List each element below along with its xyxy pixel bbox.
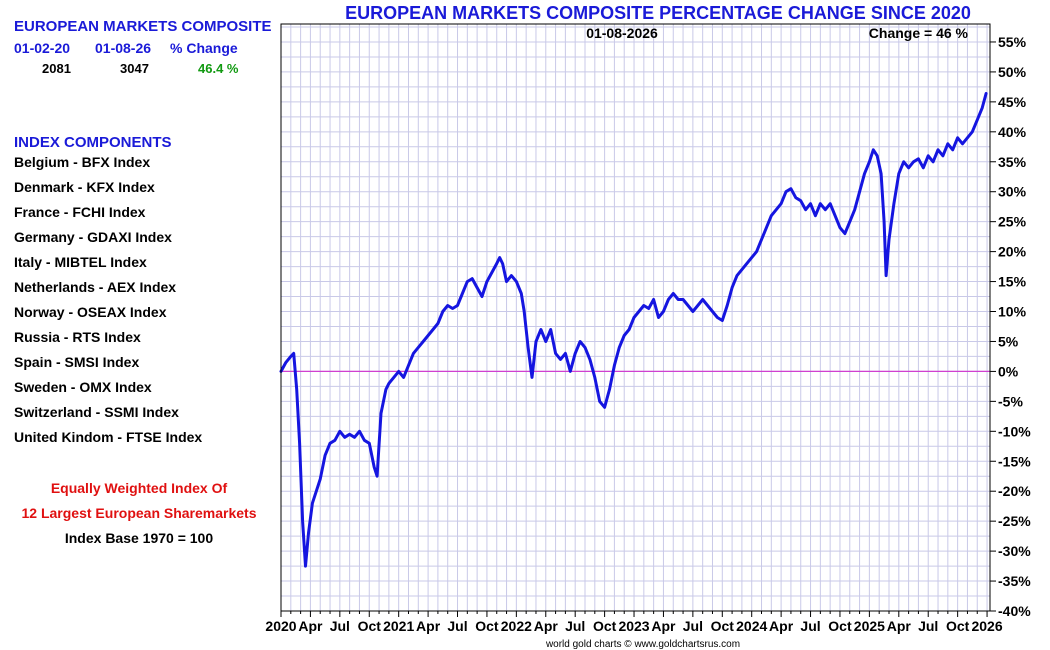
x-tick-label: 2024 (736, 618, 767, 634)
y-tick-label: -25% (998, 513, 1031, 529)
y-tick-label: -40% (998, 603, 1031, 619)
y-tick-label: -5% (998, 393, 1023, 409)
y-tick-label: 35% (998, 154, 1027, 170)
y-tick-label: 0% (998, 363, 1019, 379)
summary-panel: EUROPEAN MARKETS COMPOSITE 01-02-20 01-0… (0, 0, 278, 650)
x-tick-label: 2020 (265, 618, 296, 634)
x-tick-label: Jul (800, 618, 820, 634)
y-tick-label: 45% (998, 94, 1027, 110)
x-tick-label: Jul (447, 618, 467, 634)
x-tick-label: Apr (769, 618, 794, 634)
x-tick-label: Oct (828, 618, 852, 634)
y-tick-label: -35% (998, 573, 1031, 589)
y-tick-label: 20% (998, 244, 1027, 260)
component-item: Norway - OSEAX Index (14, 304, 167, 320)
x-tick-label: Oct (593, 618, 617, 634)
chart-title: EUROPEAN MARKETS COMPOSITE PERCENTAGE CH… (345, 3, 971, 23)
x-tick-label: Jul (330, 618, 350, 634)
component-item: France - FCHI Index (14, 204, 146, 220)
x-tick-label: Jul (565, 618, 585, 634)
x-tick-label: Apr (298, 618, 323, 634)
note-largest-markets: 12 Largest European Sharemarkets (21, 505, 257, 521)
x-tick-label: Jul (683, 618, 703, 634)
date-annotation: 01-08-2026 (586, 25, 658, 41)
component-item: Russia - RTS Index (14, 329, 141, 345)
y-tick-label: -30% (998, 543, 1031, 559)
credit-text: world gold charts © www.goldchartsrus.co… (545, 639, 740, 650)
note-weighted: Equally Weighted Index Of (50, 480, 228, 496)
x-tick-label: 2021 (383, 618, 414, 634)
component-item: Belgium - BFX Index (14, 154, 151, 170)
note-index-base: Index Base 1970 = 100 (64, 530, 214, 546)
x-tick-label: 2025 (854, 618, 885, 634)
change-value: 46.4 % (198, 61, 239, 76)
start-value: 2081 (42, 61, 71, 76)
component-item: Italy - MIBTEL Index (14, 254, 147, 270)
x-axis: 2020 Apr Jul Oct 2021 Apr Jul Oct 2022 Apr Jul Oct 2… (265, 611, 1003, 634)
component-item: Switzerland - SSMI Index (14, 404, 179, 420)
x-tick-label: Oct (946, 618, 970, 634)
y-tick-label: 50% (998, 64, 1027, 80)
x-tick-label: 2022 (501, 618, 532, 634)
y-tick-label: -15% (998, 453, 1031, 469)
x-tick-label: Apr (887, 618, 912, 634)
component-item: Sweden - OMX Index (14, 379, 152, 395)
x-tick-label: 2026 (971, 618, 1002, 634)
y-tick-label: 25% (998, 214, 1027, 230)
y-tick-label: -20% (998, 483, 1031, 499)
x-tick-label: Apr (416, 618, 441, 634)
y-tick-label: 55% (998, 34, 1027, 50)
component-item: Germany - GDAXI Index (14, 229, 172, 245)
x-tick-label: Oct (358, 618, 382, 634)
y-tick-label: -10% (998, 423, 1031, 439)
plot-frame (280, 23, 991, 612)
x-tick-label: Apr (534, 618, 559, 634)
y-axis: 55% 50% 45% 40% 35% 30% 25% 20% 15% 10% 5% 0% -5% -10… (990, 34, 1031, 619)
start-date-header: 01-02-20 (14, 40, 71, 56)
end-date-header: 01-08-26 (95, 40, 152, 56)
component-item: Denmark - KFX Index (14, 179, 155, 195)
components-list: Belgium - BFX Index Denmark - KFX Index … (14, 153, 202, 453)
end-value: 3047 (120, 61, 149, 76)
change-header: % Change (170, 40, 238, 56)
components-heading: INDEX COMPONENTS (14, 134, 172, 151)
component-item: Spain - SMSI Index (14, 354, 140, 370)
y-tick-label: 5% (998, 333, 1019, 349)
component-item: Netherlands - AEX Index (14, 279, 177, 295)
y-tick-label: 30% (998, 184, 1027, 200)
y-tick-label: 40% (998, 124, 1027, 140)
x-tick-label: Apr (651, 618, 676, 634)
x-tick-label: Oct (475, 618, 499, 634)
component-item: United Kindom - FTSE Index (14, 429, 203, 445)
summary-title: EUROPEAN MARKETS COMPOSITE (14, 18, 272, 35)
series-line (279, 92, 988, 568)
change-annotation: Change = 46 % (869, 25, 969, 41)
x-tick-label: Oct (711, 618, 735, 634)
y-tick-label: 10% (998, 304, 1027, 320)
x-tick-label: 2023 (618, 618, 649, 634)
x-tick-label: Jul (918, 618, 938, 634)
y-tick-label: 15% (998, 274, 1027, 290)
